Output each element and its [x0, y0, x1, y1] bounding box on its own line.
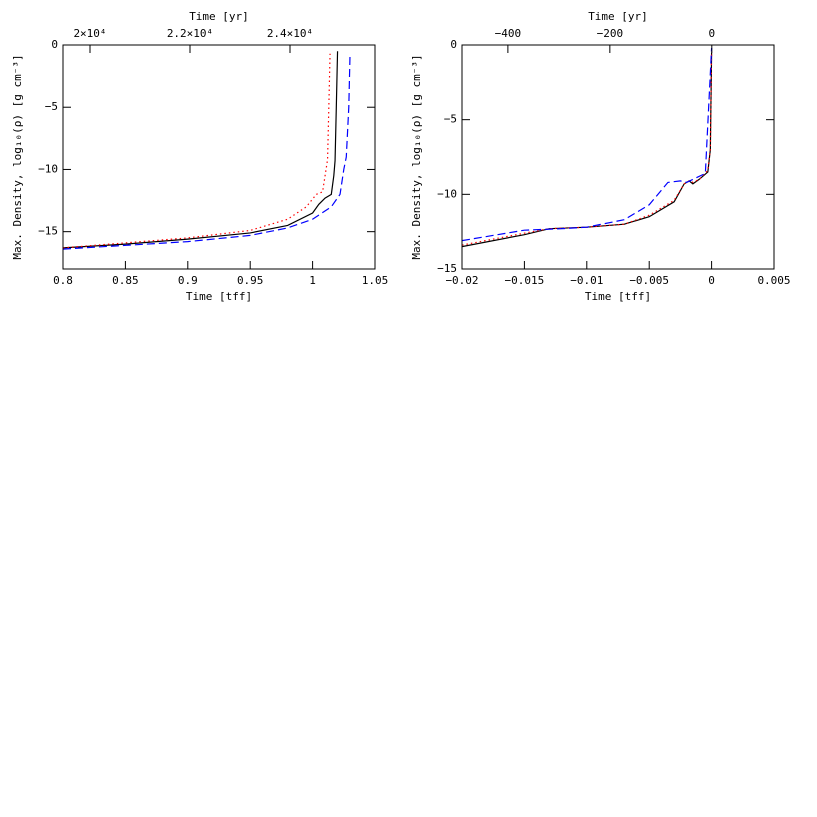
x2-tick-label: 0 — [708, 27, 715, 40]
y-tick-label: −10 — [38, 162, 58, 175]
x2-tick-label: −200 — [597, 27, 624, 40]
y-tick-label: 0 — [51, 38, 58, 51]
y-axis-label: Max. Density, log₁₀(ρ) [g cm⁻³] — [410, 54, 423, 259]
x-tick-label: 0.9 — [178, 274, 198, 287]
x-tick-label: 0 — [708, 274, 715, 287]
x-tick-label: −0.015 — [505, 274, 545, 287]
x-tick-label: −0.02 — [445, 274, 478, 287]
y-tick-label: −15 — [437, 262, 457, 275]
y-tick-label: −5 — [444, 113, 457, 126]
x2-tick-label: 2×10⁴ — [73, 27, 106, 40]
x2-axis-label: Time [yr] — [588, 10, 648, 23]
x-tick-label: 0.8 — [53, 274, 73, 287]
x-tick-label: 1 — [309, 274, 316, 287]
x2-tick-label: 2.2×10⁴ — [167, 27, 213, 40]
plot-frame — [62, 44, 376, 270]
y-tick-label: −10 — [437, 187, 457, 200]
x2-axis-label: Time [yr] — [189, 10, 249, 23]
y-tick-label: 0 — [450, 38, 457, 51]
data-line — [461, 50, 713, 246]
x2-tick-label: −400 — [495, 27, 522, 40]
y-tick-label: −15 — [38, 225, 58, 238]
data-line — [461, 47, 713, 242]
x-tick-label: 1.05 — [362, 274, 389, 287]
y-axis-label: Max. Density, log₁₀(ρ) [g cm⁻³] — [11, 54, 24, 259]
x-axis-label: Time [tff] — [186, 290, 252, 303]
x-tick-label: 0.85 — [112, 274, 139, 287]
data-line — [62, 53, 351, 250]
data-line — [62, 51, 339, 249]
x-tick-label: 0.005 — [757, 274, 790, 287]
x-tick-label: −0.01 — [570, 274, 603, 287]
data-line — [62, 53, 331, 249]
x-tick-label: 0.95 — [237, 274, 264, 287]
data-line — [461, 52, 713, 248]
x2-tick-label: 2.4×10⁴ — [267, 27, 313, 40]
x-axis-label: Time [tff] — [585, 290, 651, 303]
plot-frame — [461, 44, 775, 270]
y-tick-label: −5 — [45, 100, 58, 113]
x-tick-label: −0.005 — [629, 274, 669, 287]
